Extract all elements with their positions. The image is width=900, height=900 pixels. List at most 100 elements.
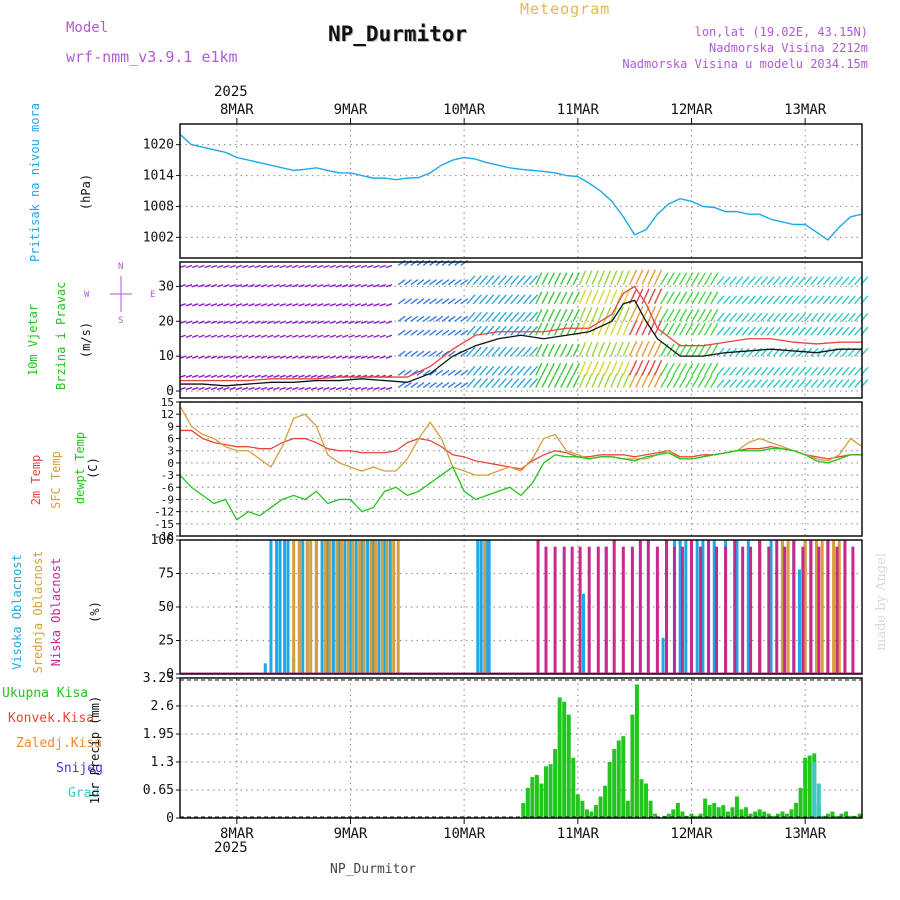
wind-barb xyxy=(216,374,224,378)
wind-barb xyxy=(273,334,280,338)
wind-barb xyxy=(566,375,574,388)
wind-barb xyxy=(641,319,650,336)
wind-barb xyxy=(198,303,205,307)
wind-barb xyxy=(685,308,694,322)
wind-barb xyxy=(716,379,725,388)
wind-barb xyxy=(553,272,562,285)
wind-barb xyxy=(516,378,526,389)
wind-barb xyxy=(835,379,844,388)
wind-barb xyxy=(491,294,501,305)
wind-barb xyxy=(367,386,374,391)
wind-barb xyxy=(822,326,831,336)
wind-barb xyxy=(847,312,856,322)
station-title: NP_Durmitor xyxy=(328,22,468,46)
wind-barb xyxy=(478,325,489,336)
wind-barb xyxy=(691,272,700,286)
wind-barb xyxy=(248,334,255,338)
wind-barb xyxy=(291,320,299,324)
wind-barb xyxy=(529,294,539,305)
wind-barb xyxy=(254,334,261,338)
wind-barb xyxy=(472,365,482,376)
wind-barb xyxy=(235,264,243,269)
y-tick-label: 9 xyxy=(167,420,174,433)
wind-barb xyxy=(216,355,224,359)
wind-barb xyxy=(335,264,343,269)
wind-barb xyxy=(772,276,781,286)
cloud-bar xyxy=(553,546,557,674)
wind-barb xyxy=(785,276,794,286)
wind-barb xyxy=(254,303,261,307)
precip-bar xyxy=(730,807,735,818)
wind-barb xyxy=(522,294,532,305)
wind-barb xyxy=(516,311,526,322)
wind-barb xyxy=(279,374,286,378)
wind-barb xyxy=(666,343,675,357)
cloud-bar xyxy=(380,540,384,674)
wind-barb xyxy=(310,374,318,378)
wind-barb xyxy=(422,259,431,267)
wind-barb xyxy=(547,343,555,357)
wind-barb xyxy=(816,366,825,376)
wind-barb xyxy=(503,346,514,357)
wind-barb xyxy=(422,315,431,322)
wind-barb xyxy=(191,284,199,288)
wind-barb xyxy=(610,307,618,322)
panel-frame xyxy=(179,401,863,537)
wind-barb xyxy=(454,329,462,336)
wind-barb xyxy=(497,365,507,376)
wind-barb xyxy=(198,334,205,338)
wind-barb xyxy=(835,312,844,322)
wind-barb xyxy=(597,289,605,305)
wind-barb xyxy=(191,264,199,269)
wind-barb xyxy=(553,363,562,376)
wind-barb xyxy=(810,366,819,376)
wind-barb xyxy=(647,269,656,285)
wind-barb xyxy=(279,284,286,288)
y-tick-label: -18 xyxy=(154,530,174,543)
precip-bar xyxy=(816,783,821,818)
wind-barb xyxy=(766,379,775,388)
wind-barb xyxy=(335,386,343,391)
cloud-bar xyxy=(377,540,381,674)
wind-barb xyxy=(766,276,775,286)
cloud-bar xyxy=(328,540,332,674)
pressure-series-line xyxy=(179,133,863,241)
wind-barb xyxy=(478,311,489,322)
wind-barb xyxy=(273,264,280,269)
wind-barb xyxy=(429,381,437,389)
wind-barb xyxy=(454,279,462,286)
wind-barb xyxy=(603,289,612,305)
wind-barb xyxy=(672,291,681,305)
wind-barb xyxy=(541,343,549,357)
wind-barb xyxy=(260,284,268,288)
wind-barb xyxy=(516,294,526,305)
wind-barb xyxy=(597,320,605,336)
y-tick-label: 6 xyxy=(167,433,174,446)
wind-barb xyxy=(553,291,562,305)
wind-barb xyxy=(847,366,856,376)
wind-barb xyxy=(266,264,274,269)
panel-pressure: 1020 1014 1008 1002 xyxy=(143,123,863,259)
wind-barb xyxy=(516,346,526,357)
wind-barb xyxy=(478,365,489,376)
wind-barb xyxy=(635,360,644,376)
wind-barb xyxy=(404,350,412,357)
wind-barb xyxy=(722,295,731,305)
wind-barb xyxy=(435,279,444,286)
wind-series-line-0 xyxy=(180,299,862,387)
cloud-bar xyxy=(309,540,313,674)
precip-bar xyxy=(794,802,799,818)
wind-barb xyxy=(691,308,700,322)
wind-barb xyxy=(697,291,706,305)
wind-barb xyxy=(603,320,612,336)
wind-barb xyxy=(672,322,681,336)
cloud-bar xyxy=(701,540,705,674)
wind-barb xyxy=(266,386,274,391)
wind-barb xyxy=(716,347,725,357)
wind-barb xyxy=(822,312,831,322)
wind-barb xyxy=(223,386,230,391)
wind-barb xyxy=(241,386,249,391)
wind-barb xyxy=(735,312,744,322)
wind-barb xyxy=(354,284,361,288)
wind-barb xyxy=(597,373,605,388)
